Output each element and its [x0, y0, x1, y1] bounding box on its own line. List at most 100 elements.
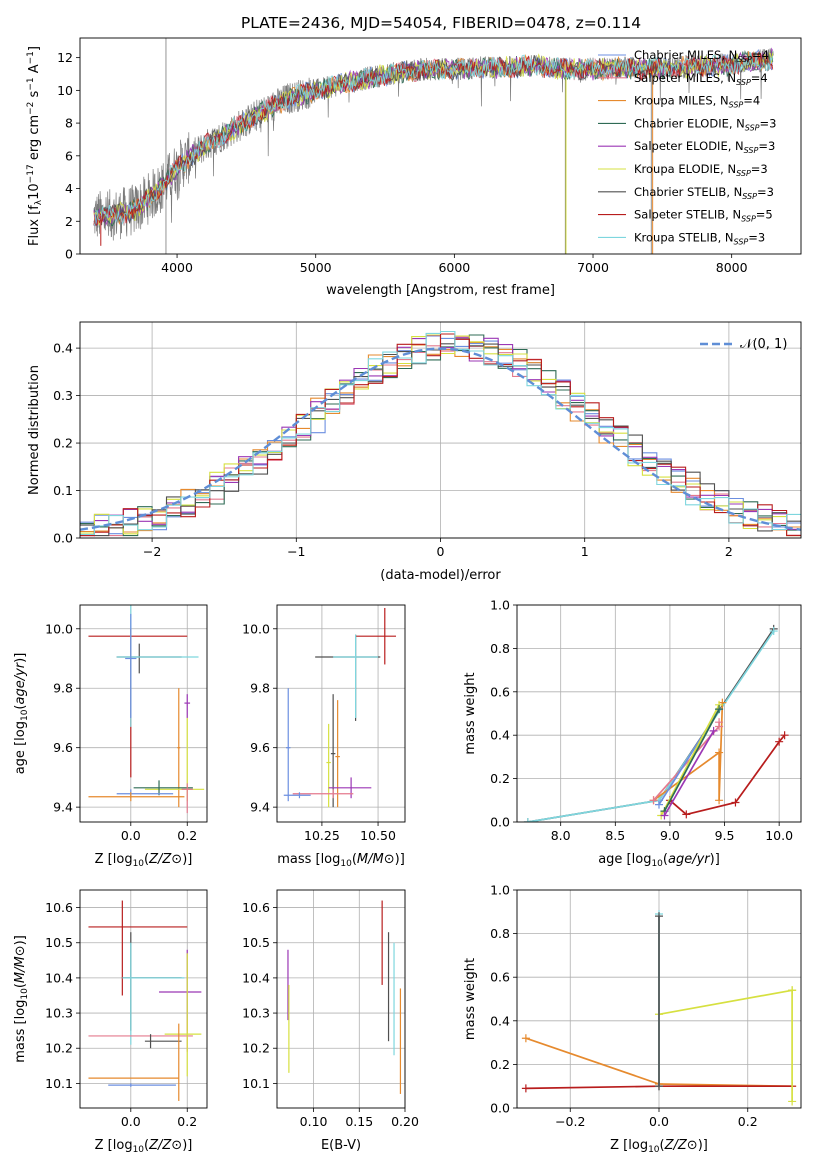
- x-tick-label: 0.20: [391, 1114, 419, 1129]
- residual-histogram-step: [80, 333, 801, 537]
- mass-vs-age-panel: 10.25 10.50 9.4 9.6 9.8 10.0 mass [log10(M/M⊙)…: [242, 604, 406, 869]
- normal-curve: [80, 347, 801, 531]
- legend-label: Salpeter STELIB, NSSP=5: [634, 208, 773, 224]
- x-tick-label: 0.2: [177, 1114, 197, 1129]
- residuals-panel: −2 −1 0 1 2 0.0 0.1 0.2 0.3 0.4 (data-model)/error…: [27, 321, 802, 583]
- y-tick-label: 10.6: [242, 900, 270, 915]
- legend-entry: Kroupa STELIB, NSSP=3: [598, 230, 765, 246]
- weight-series: [660, 726, 718, 820]
- y-tick-label: 0.3: [53, 388, 73, 403]
- x-axis-label: E(B-V): [321, 1138, 361, 1153]
- weight-line: [663, 730, 715, 816]
- error-bar-point: [88, 1023, 180, 1101]
- y-tick-label: 0.8: [490, 926, 510, 941]
- legend-entry: Chabrier ELODIE, NSSP=3: [598, 116, 776, 132]
- y-tick-label: 0.2: [53, 436, 73, 451]
- weight-series: [655, 912, 663, 1091]
- y-tick-label: 0.0: [53, 531, 73, 546]
- x-tick-label: 10.0: [765, 828, 793, 843]
- x-tick-label: 8.0: [551, 828, 571, 843]
- legend-label: Kroupa ELODIE, NSSP=3: [634, 162, 768, 178]
- x-axis-label: mass [log10(M/M⊙)]: [277, 852, 405, 869]
- y-axis-label: mass weight: [463, 672, 478, 754]
- weight-series: [788, 986, 797, 1106]
- weight-line: [660, 704, 720, 816]
- spectrum-panel: 4000 5000 6000 7000 8000 0 2 4 6 8 10 12 wavelength …: [26, 37, 802, 298]
- weight-marker: [655, 912, 663, 921]
- y-tick-label: 10.0: [242, 621, 270, 636]
- y-tick-label: 10.3: [45, 1006, 73, 1021]
- legend-label: Chabrier ELODIE, NSSP=3: [634, 116, 776, 132]
- x-tick-label: 10.50: [360, 828, 396, 843]
- weight-marker: [523, 818, 532, 822]
- y-tick-label: 9.4: [53, 800, 73, 815]
- residual-histogram-step: [80, 330, 801, 535]
- y-tick-label: 4: [65, 181, 73, 196]
- x-tick-label: 0: [437, 544, 445, 559]
- residuals-plot-area: [80, 330, 801, 537]
- x-tick-label: −0.2: [555, 1114, 585, 1129]
- x-tick-label: 0.0: [121, 828, 141, 843]
- y-tick-label: 9.6: [250, 740, 270, 755]
- legend-entry: 𝒩(0, 1): [700, 337, 787, 352]
- x-tick-label: 2: [725, 544, 733, 559]
- weight-series: [665, 731, 789, 819]
- x-tick-label: 8.5: [605, 828, 625, 843]
- plot-frame: [516, 889, 802, 1109]
- spectrum-plot-area: [93, 38, 774, 254]
- z-vs-mass-panel: 0.0 0.2 10.1 10.2 10.3 10.4 10.5 10.6 Z [log10(Z…: [13, 889, 208, 1155]
- weight-series: [649, 718, 724, 805]
- x-tick-label: 1: [581, 544, 589, 559]
- y-tick-label: 10.0: [45, 621, 73, 636]
- x-axis-label: age [log10(age/yr)]: [598, 852, 720, 869]
- y-tick-label: 6: [65, 148, 73, 163]
- y-tick-label: 0.0: [490, 815, 510, 830]
- legend-entry: Chabrier MILES, NSSP=4: [598, 48, 769, 64]
- ebv-vs-mass-panel: 0.10 0.15 0.20 10.1 10.2 10.3 10.4 10.5 10.6 E(B-…: [242, 889, 419, 1153]
- x-tick-label: 8000: [716, 260, 748, 275]
- y-tick-label: 0: [65, 247, 73, 262]
- y-tick-label: 9.8: [250, 681, 270, 696]
- weight-marker: [715, 796, 724, 805]
- weight-marker: [655, 1082, 663, 1091]
- x-axis-label: Z [log10(Z/Z⊙)]: [610, 1138, 708, 1155]
- plot-area: [521, 909, 797, 1106]
- error-bar-point: [328, 777, 372, 799]
- y-tick-label: 9.4: [250, 800, 270, 815]
- legend-entry: Chabrier STELIB, NSSP=3: [598, 185, 774, 201]
- z-vs-weight-panel: −0.2 0.0 0.2 0.0 0.2 0.4 0.6 0.8 1.0 Z [log10(Z/Z…: [463, 883, 802, 1155]
- x-tick-label: 0.0: [121, 1114, 141, 1129]
- y-tick-label: 0.1: [53, 483, 73, 498]
- x-tick-label: 0.10: [300, 1114, 328, 1129]
- legend-entry: Salpeter ELODIE, NSSP=3: [598, 139, 775, 155]
- legend-label: Chabrier STELIB, NSSP=3: [634, 185, 774, 201]
- y-tick-label: 10.3: [242, 1006, 270, 1021]
- y-tick-label: 12: [57, 50, 73, 65]
- y-tick-label: 0.0: [490, 1101, 510, 1116]
- y-axis-label: Normed distribution: [27, 365, 42, 495]
- y-tick-label: 10.5: [242, 935, 270, 950]
- weight-marker: [715, 748, 724, 757]
- plot-frame: [276, 889, 406, 1109]
- weight-line: [663, 708, 720, 812]
- y-axis-label: mass weight: [463, 958, 478, 1040]
- plot-area: [283, 607, 397, 808]
- y-tick-label: 10.1: [242, 1076, 270, 1091]
- error-bar-point: [285, 688, 291, 802]
- y-tick-label: 10.2: [45, 1041, 73, 1056]
- legend-label: Salpeter ELODIE, NSSP=3: [634, 139, 775, 155]
- legend-label: Kroupa MILES, NSSP=4: [634, 94, 760, 110]
- z-vs-age-panel: 0.0 0.2 9.4 9.6 9.8 10.0 Z [log10(Z/Z⊙)] age [l…: [13, 604, 208, 869]
- plot-area: [88, 900, 202, 1101]
- x-tick-label: 9.0: [660, 828, 680, 843]
- x-tick-label: 7000: [577, 260, 609, 275]
- legend-label: Kroupa STELIB, NSSP=3: [634, 230, 765, 246]
- x-tick-label: 9.5: [715, 828, 735, 843]
- y-tick-label: 9.6: [53, 740, 73, 755]
- error-bar-point: [184, 694, 191, 718]
- y-tick-label: 10: [57, 83, 73, 98]
- weight-marker: [660, 811, 669, 820]
- legend-entry: Kroupa MILES, NSSP=4: [598, 94, 760, 110]
- weight-series: [523, 627, 778, 822]
